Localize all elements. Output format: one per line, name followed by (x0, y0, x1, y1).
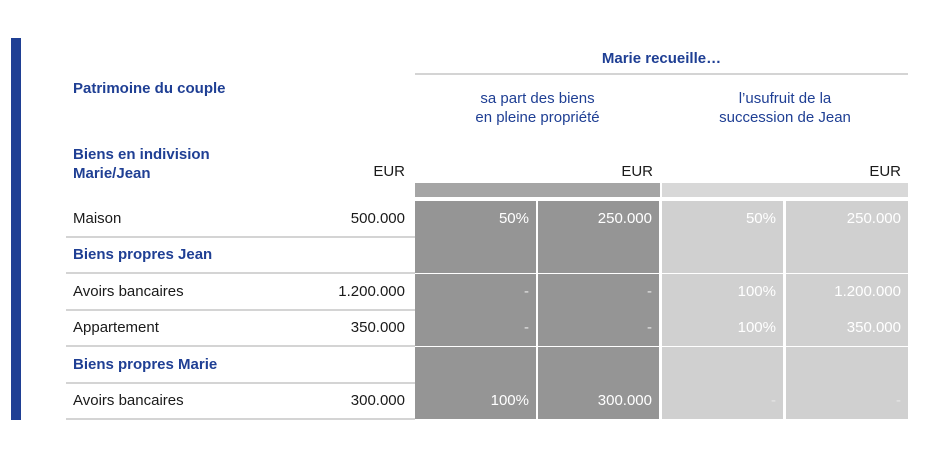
row-divider (66, 382, 415, 384)
row-divider (66, 236, 415, 238)
cell-share-percent: - (415, 274, 536, 310)
cell-share-amount: 250.000 (538, 201, 659, 237)
row-label: Maison (73, 210, 122, 227)
cell-share-percent: 50% (415, 201, 536, 237)
row-amount: 500.000 (350, 210, 405, 227)
cell-usufruct-amount: 1.200.000 (786, 274, 908, 310)
row-divider (66, 418, 415, 420)
row-amount: 1.200.000 (338, 283, 405, 300)
currency-label: EUR (621, 163, 653, 180)
heading-line: Marie/Jean (73, 165, 151, 182)
header-band-dark (415, 157, 660, 197)
cell-usufruct-percent (662, 237, 783, 273)
accent-bar (11, 38, 21, 420)
section-row: Biens propres Marie (66, 347, 908, 384)
row-label: Avoirs bancaires (73, 392, 184, 409)
row-divider (66, 272, 415, 274)
header-band-light (662, 157, 908, 197)
cell-share-amount: 300.000 (538, 383, 659, 419)
row-divider (66, 345, 415, 347)
row-divider (66, 309, 415, 311)
cell-share-percent: 100% (415, 383, 536, 419)
table-row: Avoirs bancaires 300.000 100% 300.000- - (66, 383, 908, 420)
cell-usufruct-amount: 250.000 (786, 201, 908, 237)
header-line: sa part des biens (480, 90, 595, 107)
cell-usufruct-amount (786, 347, 908, 383)
header-line: succession de Jean (719, 109, 851, 126)
row-label: Avoirs bancaires (73, 283, 184, 300)
cell-usufruct-amount (786, 237, 908, 273)
row-amount: 350.000 (350, 319, 405, 336)
cell-usufruct-percent (662, 347, 783, 383)
header-divider (415, 73, 908, 75)
row-label: Biens propres Jean (73, 246, 213, 263)
cell-usufruct-percent: 50% (662, 201, 783, 237)
currency-label: EUR (869, 163, 901, 180)
heading-line: Biens en indivision (73, 146, 210, 163)
row-amount: 300.000 (350, 392, 405, 409)
cell-share-percent (415, 237, 536, 273)
cell-usufruct-amount: - (786, 383, 908, 419)
cell-usufruct-percent: 100% (662, 310, 783, 346)
column-header-full-ownership: sa part des biens en pleine propriété (415, 89, 660, 127)
cell-share-percent (415, 347, 536, 383)
cell-share-amount (538, 237, 659, 273)
row-label: Appartement (73, 319, 159, 336)
table-row: Avoirs bancaires 1.200.000- -100% 1.200.000 (66, 274, 908, 311)
table-row: Maison 500.000 50% 250.000 50% 250.000 (66, 201, 908, 238)
currency-label: EUR (373, 163, 405, 180)
header-line: en pleine propriété (475, 109, 600, 126)
table-title: Patrimoine du couple (73, 80, 226, 97)
cell-share-amount: - (538, 274, 659, 310)
cell-share-percent: - (415, 310, 536, 346)
cell-usufruct-percent: 100% (662, 274, 783, 310)
cell-usufruct-amount: 350.000 (786, 310, 908, 346)
header-line: l’usufruit de la (738, 90, 832, 107)
section-row: Biens propres Jean (66, 237, 908, 274)
cell-share-amount (538, 347, 659, 383)
cell-usufruct-percent: - (662, 383, 783, 419)
cell-share-amount: - (538, 310, 659, 346)
table-row: Appartement 350.000- -100% 350.000 (66, 310, 908, 347)
column-group-header: Marie recueille… (601, 50, 722, 67)
section-heading-indivision: Biens en indivision Marie/Jean (73, 145, 210, 183)
column-header-usufruct: l’usufruit de la succession de Jean (662, 89, 908, 127)
row-label: Biens propres Marie (73, 356, 218, 373)
